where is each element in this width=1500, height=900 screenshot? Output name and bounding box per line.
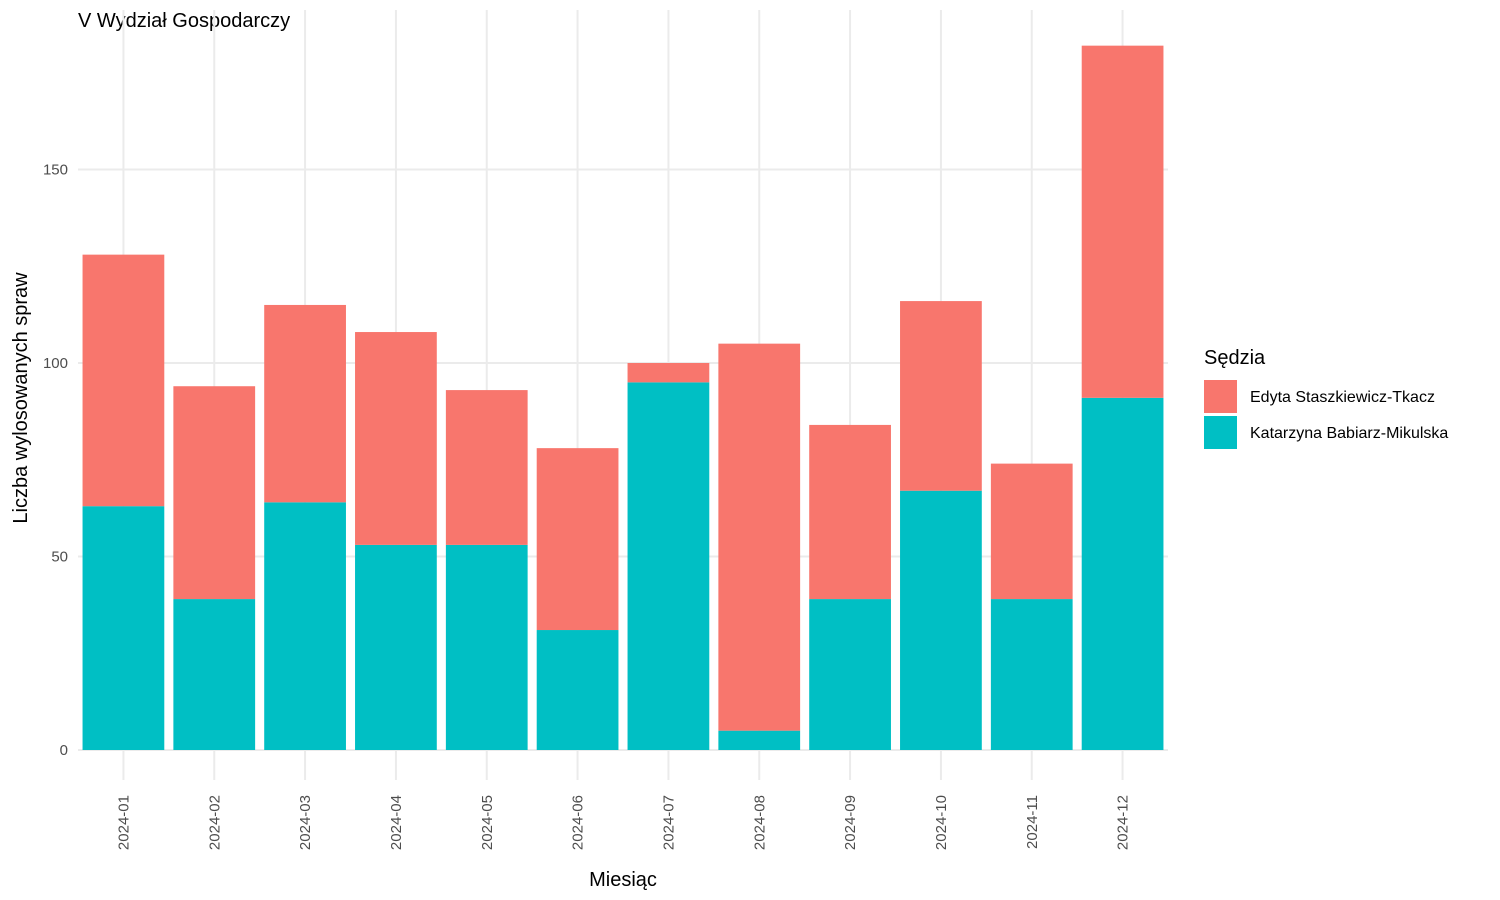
legend: Sędzia Edyta Staszkiewicz-Tkacz Katarzyna…: [1204, 347, 1448, 449]
x-tick-label: 2024-08: [751, 795, 768, 850]
y-tick-label: 150: [43, 162, 68, 179]
x-tick-label: 2024-10: [933, 795, 950, 850]
bar-segment: [990, 463, 1073, 600]
x-tick-label: 2024-07: [660, 795, 677, 850]
bar-segment: [264, 502, 346, 750]
bar-segment: [900, 490, 982, 750]
x-tick-label: 2024-11: [1024, 795, 1041, 849]
x-axis-ticks: 2024-01 2024-02 2024-03 2024-04 2024-05 2024-…: [115, 795, 1131, 850]
x-tick-label: 2024-01: [115, 795, 132, 850]
bar-segment: [536, 630, 619, 750]
legend-swatch: [1204, 380, 1237, 413]
bar-segment: [173, 386, 256, 600]
x-tick-label: 2024-06: [570, 795, 587, 850]
bar-segment: [82, 254, 165, 507]
y-tick-label: 50: [51, 549, 68, 566]
bars: [82, 45, 1164, 750]
bar-segment: [445, 390, 528, 545]
legend-label: Katarzyna Babiarz-Mikulska: [1250, 425, 1448, 442]
bar-segment: [718, 343, 801, 731]
bar-segment: [627, 363, 710, 383]
x-tick-label: 2024-12: [1115, 795, 1132, 850]
x-tick-label: 2024-05: [479, 795, 496, 850]
bar-segment: [627, 382, 710, 750]
chart-title: V Wydział Gospodarczy: [78, 10, 290, 32]
bar-segment: [264, 304, 346, 503]
bar-segment: [173, 599, 256, 750]
y-tick-label: 0: [60, 742, 68, 759]
x-tick-label: 2024-03: [297, 795, 314, 850]
bar-segment: [718, 730, 801, 750]
x-tick-label: 2024-09: [842, 795, 859, 850]
legend-label: Edyta Staszkiewicz-Tkacz: [1250, 389, 1435, 406]
legend-swatch: [1204, 416, 1237, 449]
bar-segment: [445, 544, 528, 750]
bar-segment: [355, 544, 437, 750]
y-tick-label: 100: [43, 355, 68, 372]
bar-segment: [536, 448, 619, 631]
y-axis-ticks: 0 50 100 150: [43, 162, 68, 760]
bar-segment: [1081, 397, 1164, 750]
y-axis-title: Liczba wylosowanych spraw: [10, 272, 32, 524]
bar-segment: [1081, 45, 1164, 398]
bar-segment: [809, 599, 891, 750]
bar-segment: [990, 599, 1073, 750]
legend-title: Sędzia: [1204, 347, 1266, 369]
bar-segment: [900, 301, 982, 491]
bar-segment: [82, 506, 165, 750]
bar-segment: [355, 332, 437, 545]
x-tick-label: 2024-02: [206, 795, 223, 850]
x-axis-title: Miesiąc: [589, 869, 657, 891]
x-tick-label: 2024-04: [388, 795, 405, 850]
bar-segment: [809, 424, 891, 600]
